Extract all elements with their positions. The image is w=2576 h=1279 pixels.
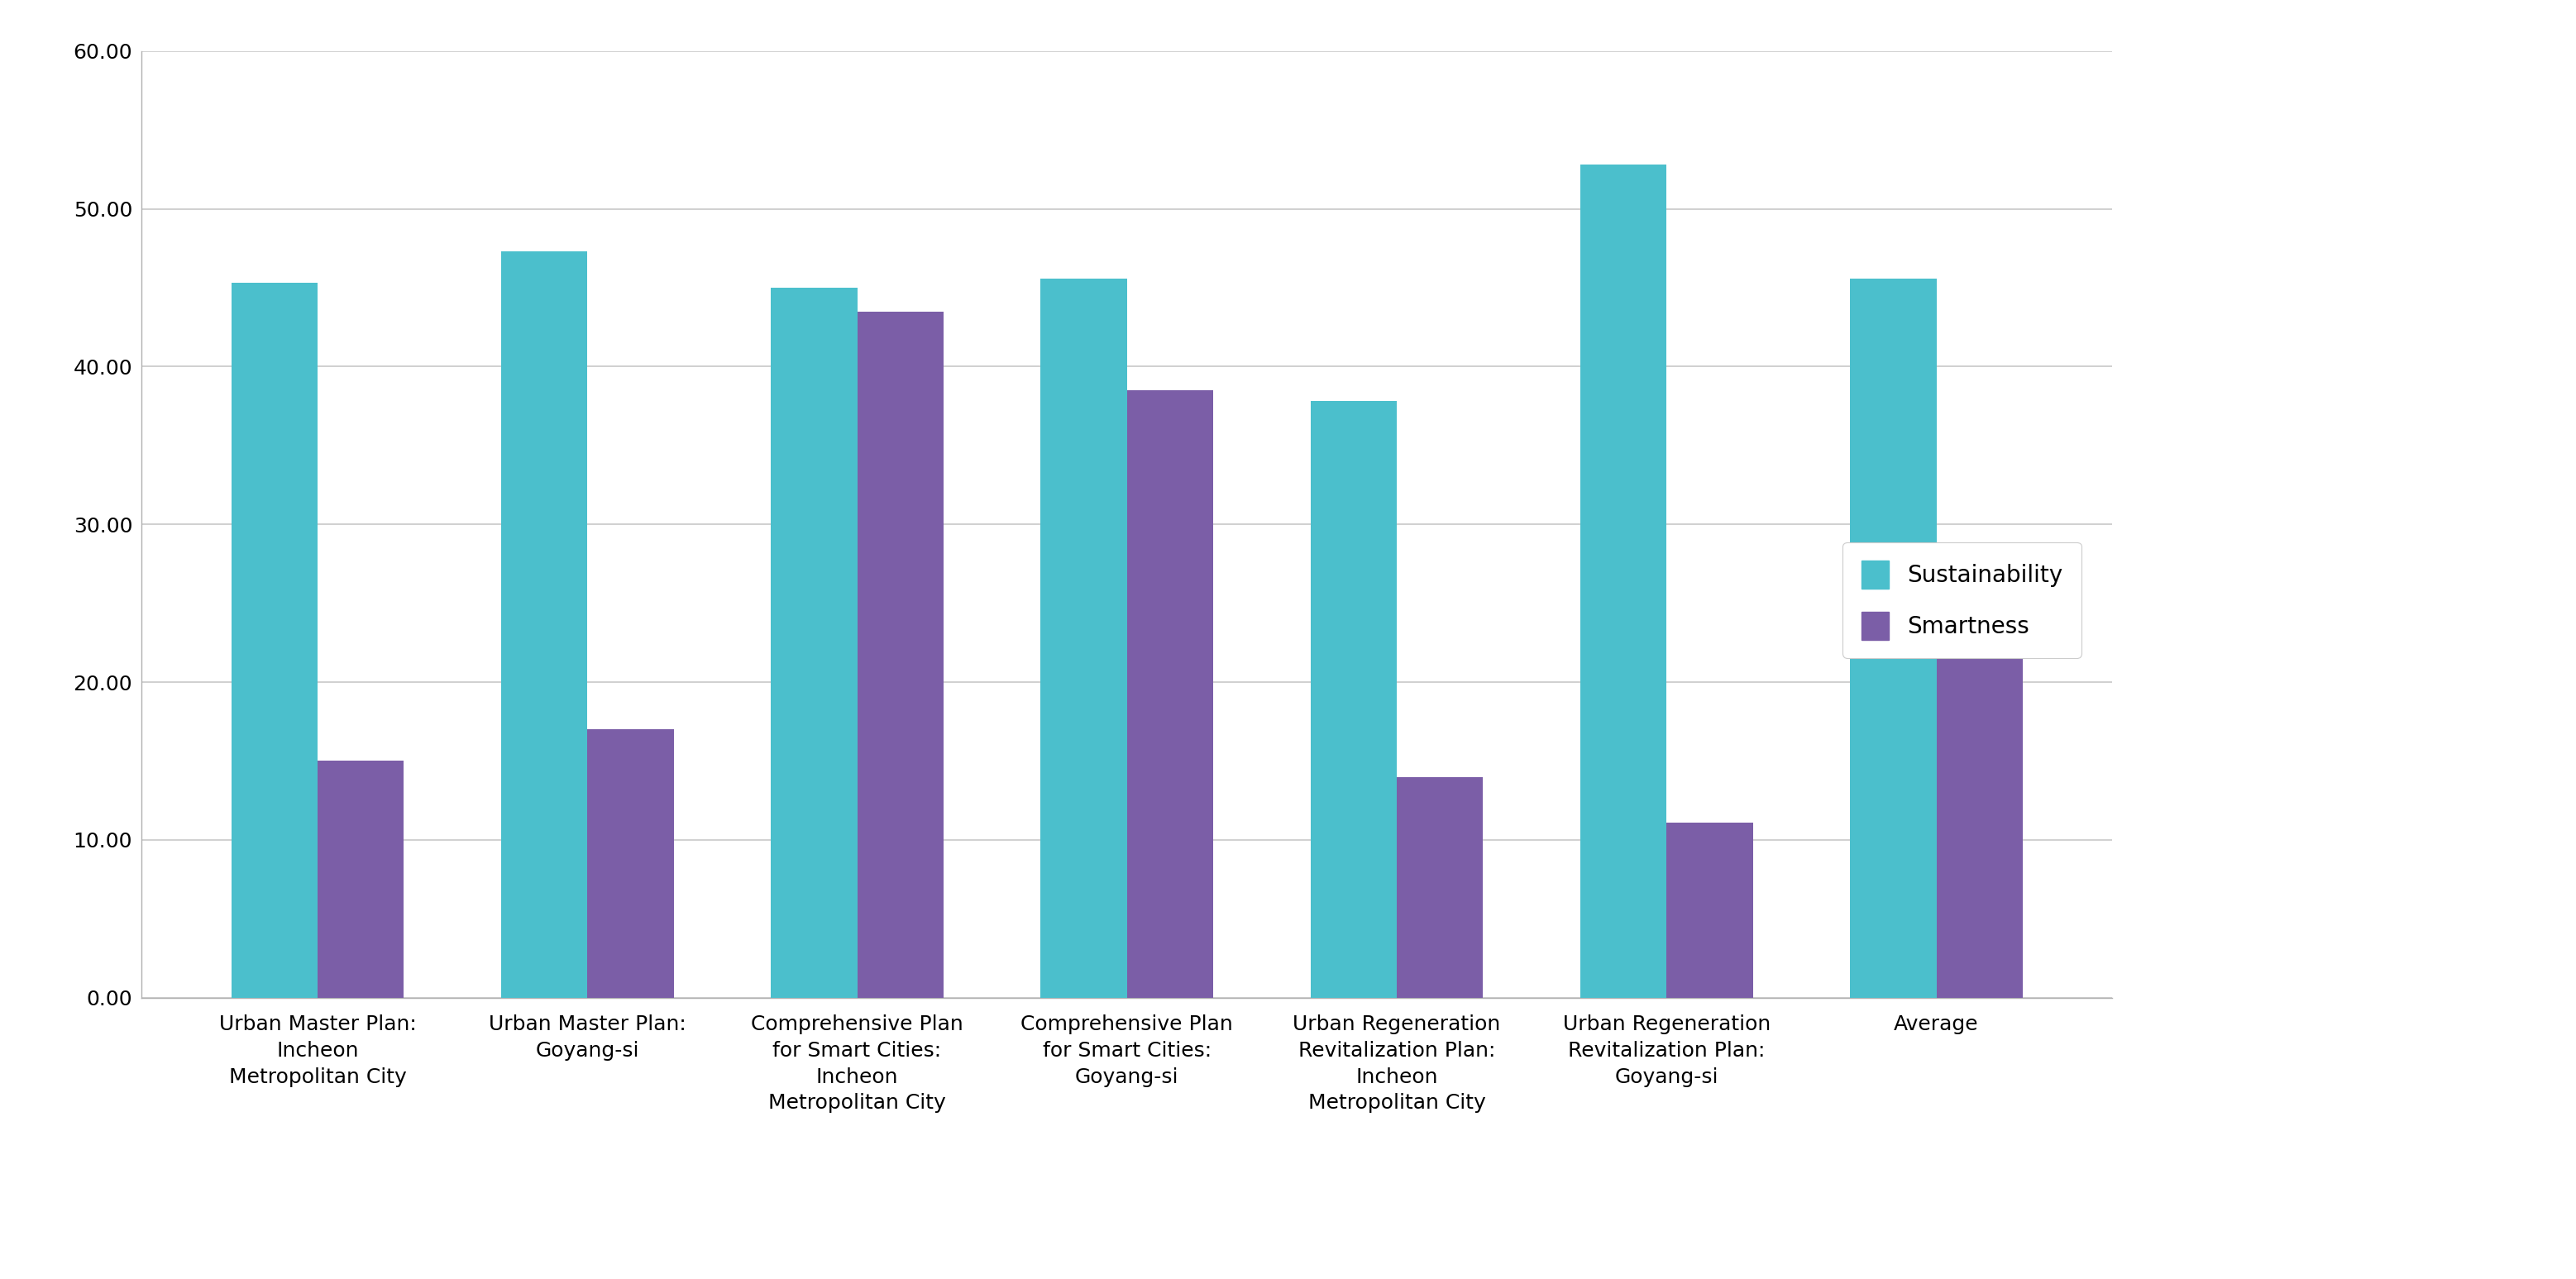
Bar [1311, 402, 1396, 998]
Bar [1850, 279, 1937, 998]
Legend: Sustainability, Smartness: Sustainability, Smartness [1842, 542, 2081, 657]
Bar [1041, 279, 1126, 998]
Bar [587, 729, 675, 998]
Bar [770, 288, 858, 998]
Bar [1579, 165, 1667, 998]
Bar [858, 312, 943, 998]
Bar [1667, 822, 1752, 998]
Bar [502, 252, 587, 998]
Bar [1937, 632, 2022, 998]
Bar [1128, 390, 1213, 998]
Bar [232, 283, 317, 998]
Bar [1396, 776, 1484, 998]
Bar [317, 761, 404, 998]
